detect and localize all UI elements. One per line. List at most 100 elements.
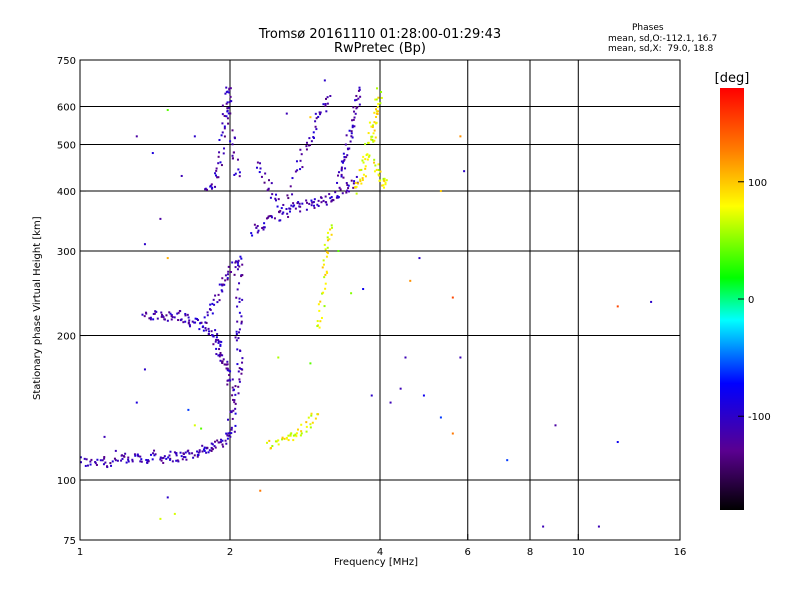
- data-point: [221, 131, 224, 134]
- data-point: [226, 367, 229, 370]
- data-point: [375, 98, 378, 101]
- data-point: [177, 311, 180, 314]
- data-point: [149, 316, 152, 319]
- data-point: [379, 170, 382, 173]
- data-point: [310, 414, 313, 417]
- data-point: [240, 322, 243, 325]
- data-point: [210, 183, 213, 186]
- data-point: [187, 408, 190, 411]
- data-point: [215, 353, 218, 356]
- data-point: [230, 426, 233, 429]
- data-point: [228, 91, 231, 94]
- data-point: [343, 158, 346, 161]
- data-point: [159, 458, 162, 461]
- data-point: [137, 455, 140, 458]
- data-point: [355, 98, 358, 101]
- data-point: [234, 393, 237, 396]
- data-point: [309, 423, 312, 426]
- data-point: [299, 148, 302, 151]
- data-point: [372, 132, 375, 135]
- data-point: [225, 115, 228, 118]
- data-point: [221, 443, 224, 446]
- data-point: [219, 161, 222, 164]
- data-point: [207, 451, 210, 454]
- data-point: [211, 302, 214, 305]
- data-point: [296, 428, 299, 431]
- data-point: [382, 184, 385, 187]
- data-point: [325, 255, 328, 258]
- data-point: [368, 154, 371, 157]
- data-point: [377, 173, 380, 176]
- data-point: [274, 440, 277, 443]
- data-point: [226, 418, 229, 421]
- data-point: [351, 124, 354, 127]
- data-point: [346, 189, 349, 192]
- data-point: [221, 122, 224, 125]
- data-point: [169, 457, 172, 460]
- data-point: [354, 99, 357, 102]
- data-point: [233, 137, 236, 140]
- data-point: [295, 432, 298, 435]
- data-point: [110, 464, 113, 467]
- data-point: [175, 459, 178, 462]
- data-point: [201, 444, 204, 447]
- data-point: [228, 101, 231, 104]
- data-point: [238, 265, 241, 268]
- data-point: [318, 326, 321, 329]
- data-point: [350, 135, 353, 138]
- data-point: [226, 101, 229, 104]
- data-point: [265, 217, 268, 220]
- data-point: [274, 199, 277, 202]
- chart-subtitle: RwPretec (Bp): [333, 41, 427, 56]
- data-point: [215, 167, 218, 170]
- data-point: [216, 176, 219, 179]
- data-point: [214, 172, 217, 175]
- data-point: [223, 125, 226, 128]
- data-point: [326, 246, 329, 249]
- data-point: [294, 170, 297, 173]
- data-point: [214, 185, 217, 188]
- data-point: [289, 433, 292, 436]
- data-point: [362, 173, 365, 176]
- data-point: [305, 421, 308, 424]
- data-point: [113, 457, 116, 460]
- data-point: [355, 94, 358, 97]
- data-point: [228, 87, 231, 90]
- data-point: [226, 273, 229, 276]
- y-tick-label: 75: [63, 536, 76, 547]
- data-point: [237, 337, 240, 340]
- data-point: [278, 219, 281, 222]
- data-point: [317, 205, 320, 208]
- data-point: [228, 431, 231, 434]
- data-point: [229, 410, 232, 413]
- data-point: [169, 450, 172, 453]
- data-point: [338, 186, 341, 189]
- data-point: [238, 297, 241, 300]
- data-point: [224, 439, 227, 442]
- data-point: [371, 126, 374, 129]
- colorbar-tick-label: 0: [748, 295, 754, 306]
- data-point: [208, 449, 211, 452]
- data-point: [221, 360, 224, 363]
- data-point: [114, 449, 117, 452]
- data-point: [341, 192, 344, 195]
- data-point: [171, 460, 174, 463]
- data-point: [374, 98, 377, 101]
- data-point: [229, 379, 232, 382]
- data-point: [350, 179, 353, 182]
- data-point: [329, 197, 332, 200]
- data-point: [422, 394, 425, 397]
- data-point: [89, 460, 92, 463]
- data-point: [404, 356, 407, 359]
- data-point: [336, 181, 339, 184]
- data-point: [208, 330, 211, 333]
- data-point: [229, 435, 232, 438]
- data-point: [139, 460, 142, 463]
- data-point: [240, 368, 243, 371]
- data-point: [364, 165, 367, 168]
- data-point: [309, 362, 312, 365]
- data-point: [226, 278, 229, 281]
- data-point: [259, 489, 262, 492]
- data-point: [270, 215, 273, 218]
- data-point: [198, 449, 201, 452]
